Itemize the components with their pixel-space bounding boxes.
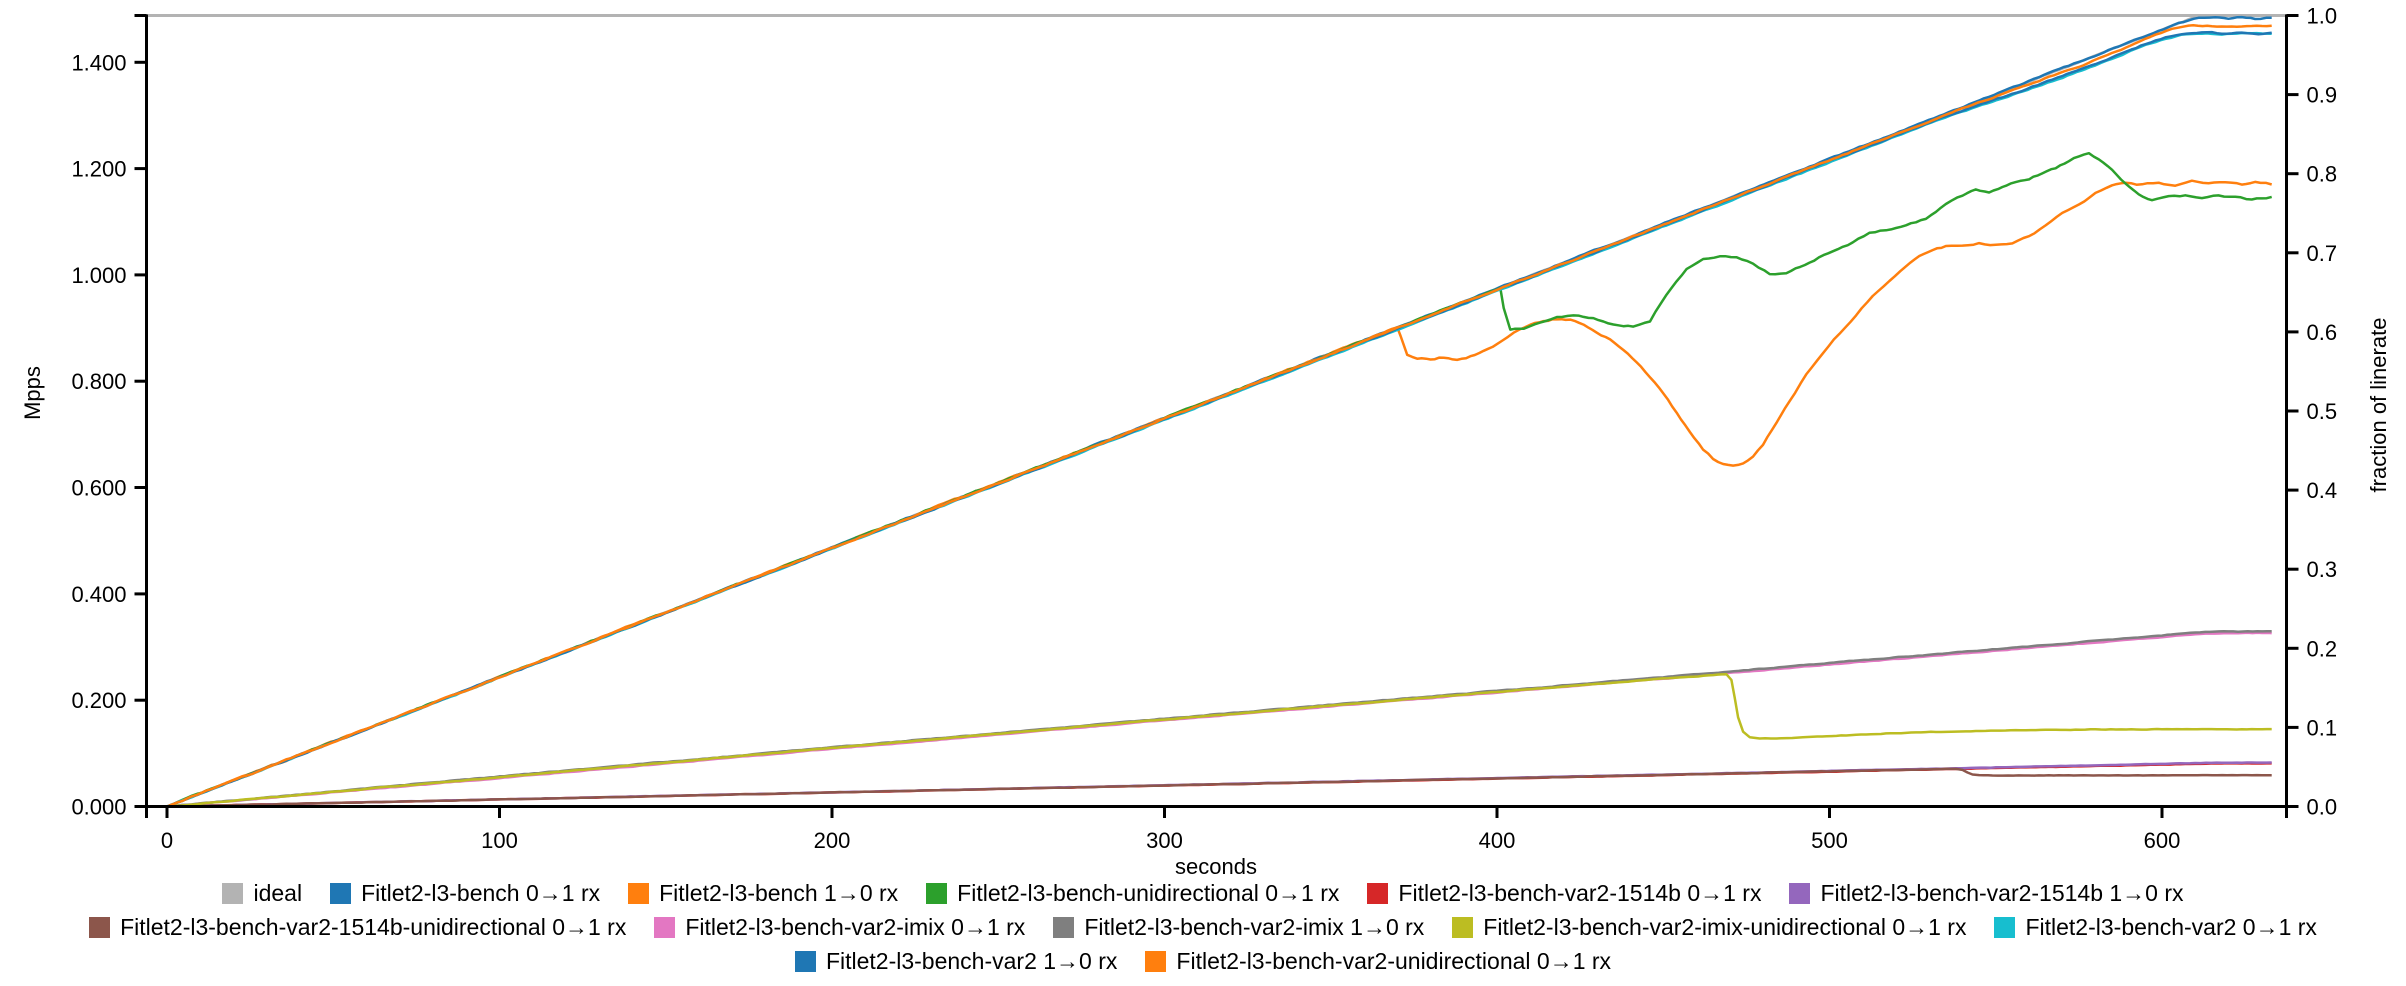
legend-label: Fitlet2-l3-bench-unidirectional 0→1 rx	[957, 879, 1340, 906]
legend-item: Fitlet2-l3-bench 1→0 rx	[628, 880, 898, 907]
legend-swatch	[1053, 916, 1075, 938]
y-axis-right-tick-label: 0.7	[2307, 241, 2338, 266]
legend-item: Fitlet2-l3-bench-var2 1→0 rx	[794, 947, 1118, 975]
y-axis-right-tick-label: 0.1	[2307, 715, 2338, 740]
series-line	[166, 31, 2272, 808]
legend-item: Fitlet2-l3-bench-var2-1514b 1→0 rx	[1789, 879, 2184, 907]
y-axis-right-tick-label: 0.0	[2307, 795, 2338, 820]
x-axis-tick-label: 400	[1479, 828, 1516, 853]
legend-item: Fitlet2-l3-bench-var2-unidirectional 0→1…	[1145, 948, 1611, 975]
y-axis-left-tick-label: 1.400	[71, 50, 126, 75]
y-axis-left-tick-label: 0.800	[71, 369, 126, 394]
series-line	[166, 30, 2272, 808]
y-axis-right-tick-label: 0.4	[2307, 478, 2338, 503]
x-axis-tick-label: 500	[1811, 828, 1848, 853]
x-axis-tick-label: 200	[814, 828, 851, 853]
legend-label: Fitlet2-l3-bench 1→0 rx	[659, 879, 899, 906]
y-axis-right-tick-label: 0.8	[2307, 162, 2338, 187]
legend-item: Fitlet2-l3-bench-var2 0→1 rx	[1994, 913, 2317, 941]
y-axis-left-tick-label: 0.400	[71, 582, 126, 607]
y-axis-left-tick-label: 1.000	[71, 263, 126, 288]
legend-swatch	[628, 882, 650, 904]
x-axis-label: seconds	[1175, 854, 1257, 879]
legend-label: Fitlet2-l3-bench-var2-1514b-unidirection…	[120, 913, 627, 940]
x-axis-tick-label: 600	[2144, 828, 2181, 853]
x-axis-tick-label: 300	[1146, 828, 1183, 853]
y-axis-right-tick-label: 0.3	[2307, 557, 2338, 582]
legend-swatch	[222, 882, 244, 904]
legend-item: ideal	[222, 880, 302, 907]
legend-swatch	[330, 882, 352, 904]
series-line	[166, 672, 2272, 808]
y-axis-right-label: fraction of linerate	[2366, 318, 2391, 493]
legend-label: Fitlet2-l3-bench-var2 1→0 rx	[825, 947, 1118, 974]
legend-item: Fitlet2-l3-bench 0→1 rx	[330, 880, 600, 907]
legend-label: Fitlet2-l3-bench-var2-1514b 0→1 rx	[1398, 879, 1762, 906]
legend-item: Fitlet2-l3-bench-var2-1514b-unidirection…	[89, 914, 626, 941]
series-line	[166, 179, 2273, 808]
legend-label: Fitlet2-l3-bench-var2-imix-unidirectiona…	[1483, 913, 1967, 940]
legend-swatch	[1367, 882, 1389, 904]
y-axis-left-tick-label: 0.200	[71, 688, 126, 713]
y-axis-right-tick-label: 0.9	[2307, 83, 2338, 108]
y-axis-right-tick-label: 1.0	[2307, 4, 2338, 29]
y-axis-right-tick-label: 0.5	[2307, 399, 2338, 424]
y-axis-right-tick-label: 0.2	[2307, 636, 2338, 661]
legend-swatch	[1789, 882, 1811, 904]
legend-swatch	[89, 916, 111, 938]
series-line	[166, 631, 2272, 808]
y-axis-left-tick-label: 0.000	[71, 795, 126, 820]
legend-item: Fitlet2-l3-bench-var2-1514b 0→1 rx	[1367, 880, 1761, 907]
y-axis-left-label: Mpps	[20, 366, 45, 420]
y-axis-right-tick-label: 0.6	[2307, 320, 2338, 345]
y-axis-left-tick-label: 1.200	[71, 157, 126, 182]
legend-swatch	[1994, 916, 2016, 938]
legend-item: Fitlet2-l3-bench-unidirectional 0→1 rx	[926, 880, 1339, 907]
legend-swatch	[926, 882, 948, 904]
legend-item: Fitlet2-l3-bench-var2-imix 1→0 rx	[1053, 914, 1424, 941]
legend-label: Fitlet2-l3-bench-var2-unidirectional 0→1…	[1176, 947, 1612, 974]
y-axis-left-tick-label: 0.600	[71, 476, 126, 501]
series-line	[166, 14, 2282, 808]
series-line	[166, 24, 2272, 808]
series-line	[166, 151, 2273, 808]
legend-row: Fitlet2-l3-bench-var2 1→0 rx Fitlet2-l3-b…	[0, 944, 2406, 978]
legend-label: ideal	[253, 879, 303, 906]
legend-label: Fitlet2-l3-bench-var2-imix 1→0 rx	[1084, 913, 1425, 940]
legend-swatch	[794, 950, 816, 972]
legend-item: Fitlet2-l3-bench-var2-imix-unidirectiona…	[1452, 914, 1966, 941]
chart-legend: ideal Fitlet2-l3-bench 0→1 rx Fitlet2-l3-b…	[0, 876, 2406, 978]
legend-swatch	[1145, 950, 1167, 972]
legend-row: ideal Fitlet2-l3-bench 0→1 rx Fitlet2-l3-b…	[0, 876, 2406, 910]
legend-row: Fitlet2-l3-bench-var2-1514b-unidirection…	[0, 910, 2406, 944]
legend-item: Fitlet2-l3-bench-var2-imix 0→1 rx	[654, 914, 1025, 941]
series-line	[166, 767, 2272, 808]
legend-label: Fitlet2-l3-bench-var2 0→1 rx	[2025, 913, 2317, 940]
legend-swatch	[1452, 916, 1474, 938]
legend-label: Fitlet2-l3-bench 0→1 rx	[361, 879, 601, 906]
series-line	[166, 15, 2272, 808]
legend-swatch	[654, 916, 676, 938]
legend-label: Fitlet2-l3-bench-var2-imix 0→1 rx	[685, 913, 1026, 940]
x-axis-tick-label: 100	[481, 828, 518, 853]
legend-label: Fitlet2-l3-bench-var2-1514b 1→0 rx	[1820, 879, 2184, 906]
x-axis-tick-label: 0	[161, 828, 173, 853]
